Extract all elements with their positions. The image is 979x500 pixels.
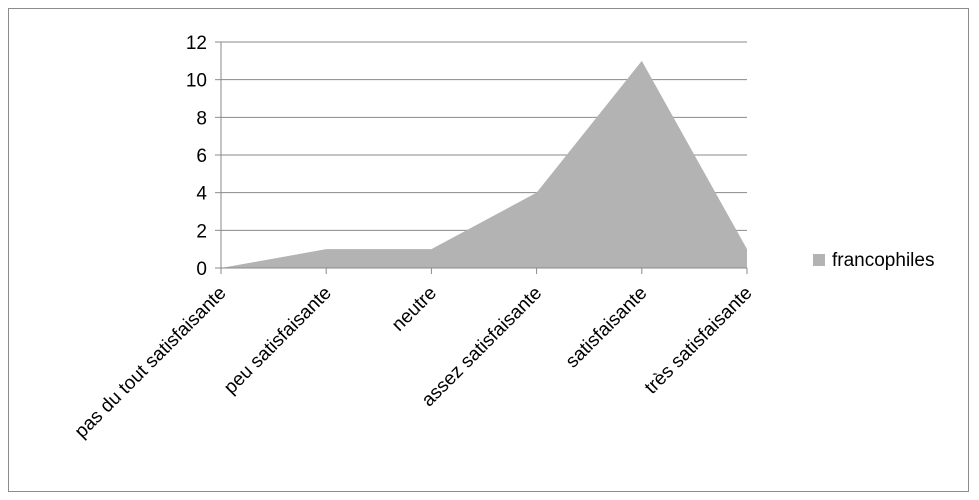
x-tick-label-5: très satisfaisante xyxy=(641,283,757,399)
x-tick-label-2: neutre xyxy=(388,283,441,336)
legend-label-francophiles: francophiles xyxy=(832,250,934,271)
series-area-francophiles xyxy=(221,61,747,268)
y-tick-label-8: 8 xyxy=(196,108,207,129)
x-tick-label-4: satisfaisante xyxy=(562,283,652,373)
x-tick-label-1: peu satisfaisante xyxy=(220,283,336,399)
legend-swatch-francophiles xyxy=(813,254,825,266)
y-tick-label-12: 12 xyxy=(186,33,207,54)
y-tick-label-4: 4 xyxy=(196,184,207,205)
y-tick-labels: 0 2 4 6 8 10 12 xyxy=(186,33,208,280)
y-tick-label-6: 6 xyxy=(196,146,207,167)
y-tick-label-10: 10 xyxy=(186,71,207,92)
series-area-layer xyxy=(221,61,747,268)
y-tick-label-0: 0 xyxy=(196,259,207,280)
y-tick-label-2: 2 xyxy=(196,221,207,242)
x-tick-label-0: pas du tout satisfaisante xyxy=(71,283,231,443)
legend: francophiles xyxy=(813,250,934,271)
x-tick-label-3: assez satisfaisante xyxy=(418,283,546,411)
